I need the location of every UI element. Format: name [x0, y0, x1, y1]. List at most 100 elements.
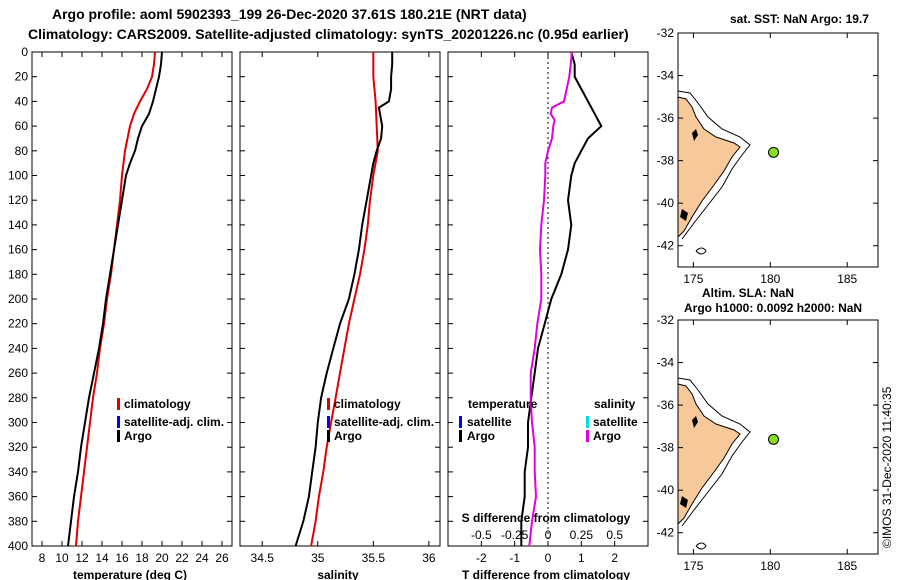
difference-chart: -2 -1 0 1 2 -0.5 -0.25 0 0.25 0.5	[471, 51, 623, 565]
argo-float-marker	[768, 146, 780, 158]
figure-title: Argo profile: aoml 5902393_199 26-Dec-20…	[52, 6, 527, 22]
contour-line	[678, 90, 751, 240]
x-tick-label: 8	[39, 551, 46, 565]
depth-tick-label: 360	[8, 490, 28, 504]
depth-tick-label: 60	[15, 119, 29, 133]
s-diff-tick-label: 0.25	[570, 528, 594, 542]
x-tick-label: 34.5	[251, 551, 275, 565]
legend-swatch-t-satellite	[459, 416, 462, 428]
sla-map-title: Argo h1000: 0.0092 h2000: NaN	[684, 301, 862, 315]
legend-label-s-argo: Argo	[593, 429, 621, 443]
map-lat-label: -42	[657, 239, 675, 253]
temperature-panel-frame	[31, 51, 233, 547]
s-difference-axis-label: S difference from climatology	[462, 511, 631, 525]
contour-line	[678, 377, 751, 527]
map-lat-label: -42	[657, 526, 675, 540]
s-diff-tick-label: -0.5	[471, 528, 492, 542]
sla-map: 175 180 185 -32 -34 -36 -38 -40 -42	[657, 313, 879, 573]
depth-tick-label: 340	[8, 465, 28, 479]
map-lat-label: -34	[657, 69, 675, 83]
legend-label-satellite: satellite-adj. clim.	[334, 415, 434, 429]
legend-swatch-s-satellite	[586, 416, 589, 428]
salinity-chart: 34.5 35 35.5 36	[251, 52, 436, 565]
legend-heading-temperature: temperature	[468, 397, 538, 411]
map-lat-label: -40	[657, 196, 675, 210]
s-diff-tick-label: -0.25	[501, 528, 529, 542]
x-tick-label: 10	[55, 551, 69, 565]
legend-swatch-satellite	[327, 416, 330, 428]
sst-map: 175 180 185 -32 -34 -36 -38 -40 -42	[657, 26, 879, 286]
legend-label-t-satellite: satellite	[467, 415, 512, 429]
map-lon-label: 185	[837, 272, 857, 286]
depth-tick-label: 0	[21, 45, 28, 59]
depth-tick-label: 140	[8, 218, 28, 232]
depth-tick-label: 180	[8, 267, 28, 281]
map-lat-label: -32	[657, 26, 675, 40]
depth-tick-label: 120	[8, 193, 28, 207]
map-lat-label: -36	[657, 398, 675, 412]
x-tick-label: 26	[215, 551, 229, 565]
map-lon-label: 185	[837, 559, 857, 573]
legend-label-satellite: satellite-adj. clim.	[124, 415, 224, 429]
legend-swatch-satellite	[117, 416, 120, 428]
temperature-chart: 8 10 12 14 16 18 20 22 24 26	[39, 51, 229, 565]
figure-subtitle: Climatology: CARS2009. Satellite-adjuste…	[28, 26, 629, 42]
x-tick-label: 24	[195, 551, 209, 565]
island	[680, 496, 688, 508]
sla-label: Altim. SLA: NaN	[702, 286, 794, 300]
s-difference-line	[528, 51, 573, 547]
legend-heading-salinity: salinity	[594, 397, 636, 411]
depth-axis: 0 20 40 60 80 100 120 140 160 180 200 220 240 260 280 3…	[8, 45, 648, 553]
x-tick-label: -1	[509, 551, 520, 565]
x-tick-label: 1	[578, 551, 585, 565]
x-tick-label: 36	[422, 551, 436, 565]
legend-swatch-s-argo	[586, 430, 589, 442]
salinity-panel-frame	[239, 51, 441, 547]
x-tick-label: 22	[175, 551, 189, 565]
depth-tick-label: 260	[8, 366, 28, 380]
depth-tick-label: 240	[8, 341, 28, 355]
depth-tick-label: 80	[15, 144, 29, 158]
depth-tick-label: 300	[8, 416, 28, 430]
temperature-axis-label: temperature (deg C)	[73, 568, 187, 580]
map-lat-label: -36	[657, 111, 675, 125]
x-tick-label: 35.5	[362, 551, 386, 565]
depth-tick-label: 280	[8, 391, 28, 405]
salinity-axis-label: salinity	[317, 568, 359, 580]
island	[695, 247, 707, 255]
map-lon-label: 175	[683, 272, 703, 286]
t-difference-axis-label: T difference from climatology	[462, 568, 630, 580]
legend-swatch-climatology	[327, 398, 330, 410]
map-lat-label: -40	[657, 483, 675, 497]
legend-label-argo: Argo	[124, 429, 152, 443]
depth-tick-label: 160	[8, 243, 28, 257]
island	[680, 209, 688, 221]
salinity-climatology-line	[310, 52, 379, 547]
island	[692, 129, 698, 141]
x-tick-label: 16	[115, 551, 129, 565]
map-lon-label: 180	[760, 559, 780, 573]
legend-swatch-climatology	[117, 398, 120, 410]
legend-swatch-argo	[117, 430, 120, 442]
legend-label-t-argo: Argo	[467, 429, 495, 443]
depth-tick-label: 400	[8, 539, 28, 553]
legend-label-s-satellite: satellite	[593, 415, 638, 429]
x-tick-label: 18	[135, 551, 149, 565]
s-diff-tick-label: 0.5	[606, 528, 623, 542]
x-tick-label: 14	[95, 551, 109, 565]
map-lat-label: -38	[657, 441, 675, 455]
difference-legend: temperature satellite Argo salinity sate…	[459, 397, 638, 443]
x-tick-label: 2	[611, 551, 618, 565]
map-lat-label: -38	[657, 154, 675, 168]
legend-swatch-t-argo	[459, 430, 462, 442]
map-lon-label: 180	[760, 272, 780, 286]
legend-label-climatology: climatology	[124, 397, 191, 411]
x-tick-label: 12	[75, 551, 89, 565]
x-tick-label: 0	[545, 551, 552, 565]
depth-tick-label: 220	[8, 317, 28, 331]
depth-tick-label: 380	[8, 514, 28, 528]
island	[695, 542, 707, 550]
depth-tick-label: 200	[8, 292, 28, 306]
imos-credit: ©IMOS 31-Dec-2020 11:40:35	[880, 386, 894, 548]
